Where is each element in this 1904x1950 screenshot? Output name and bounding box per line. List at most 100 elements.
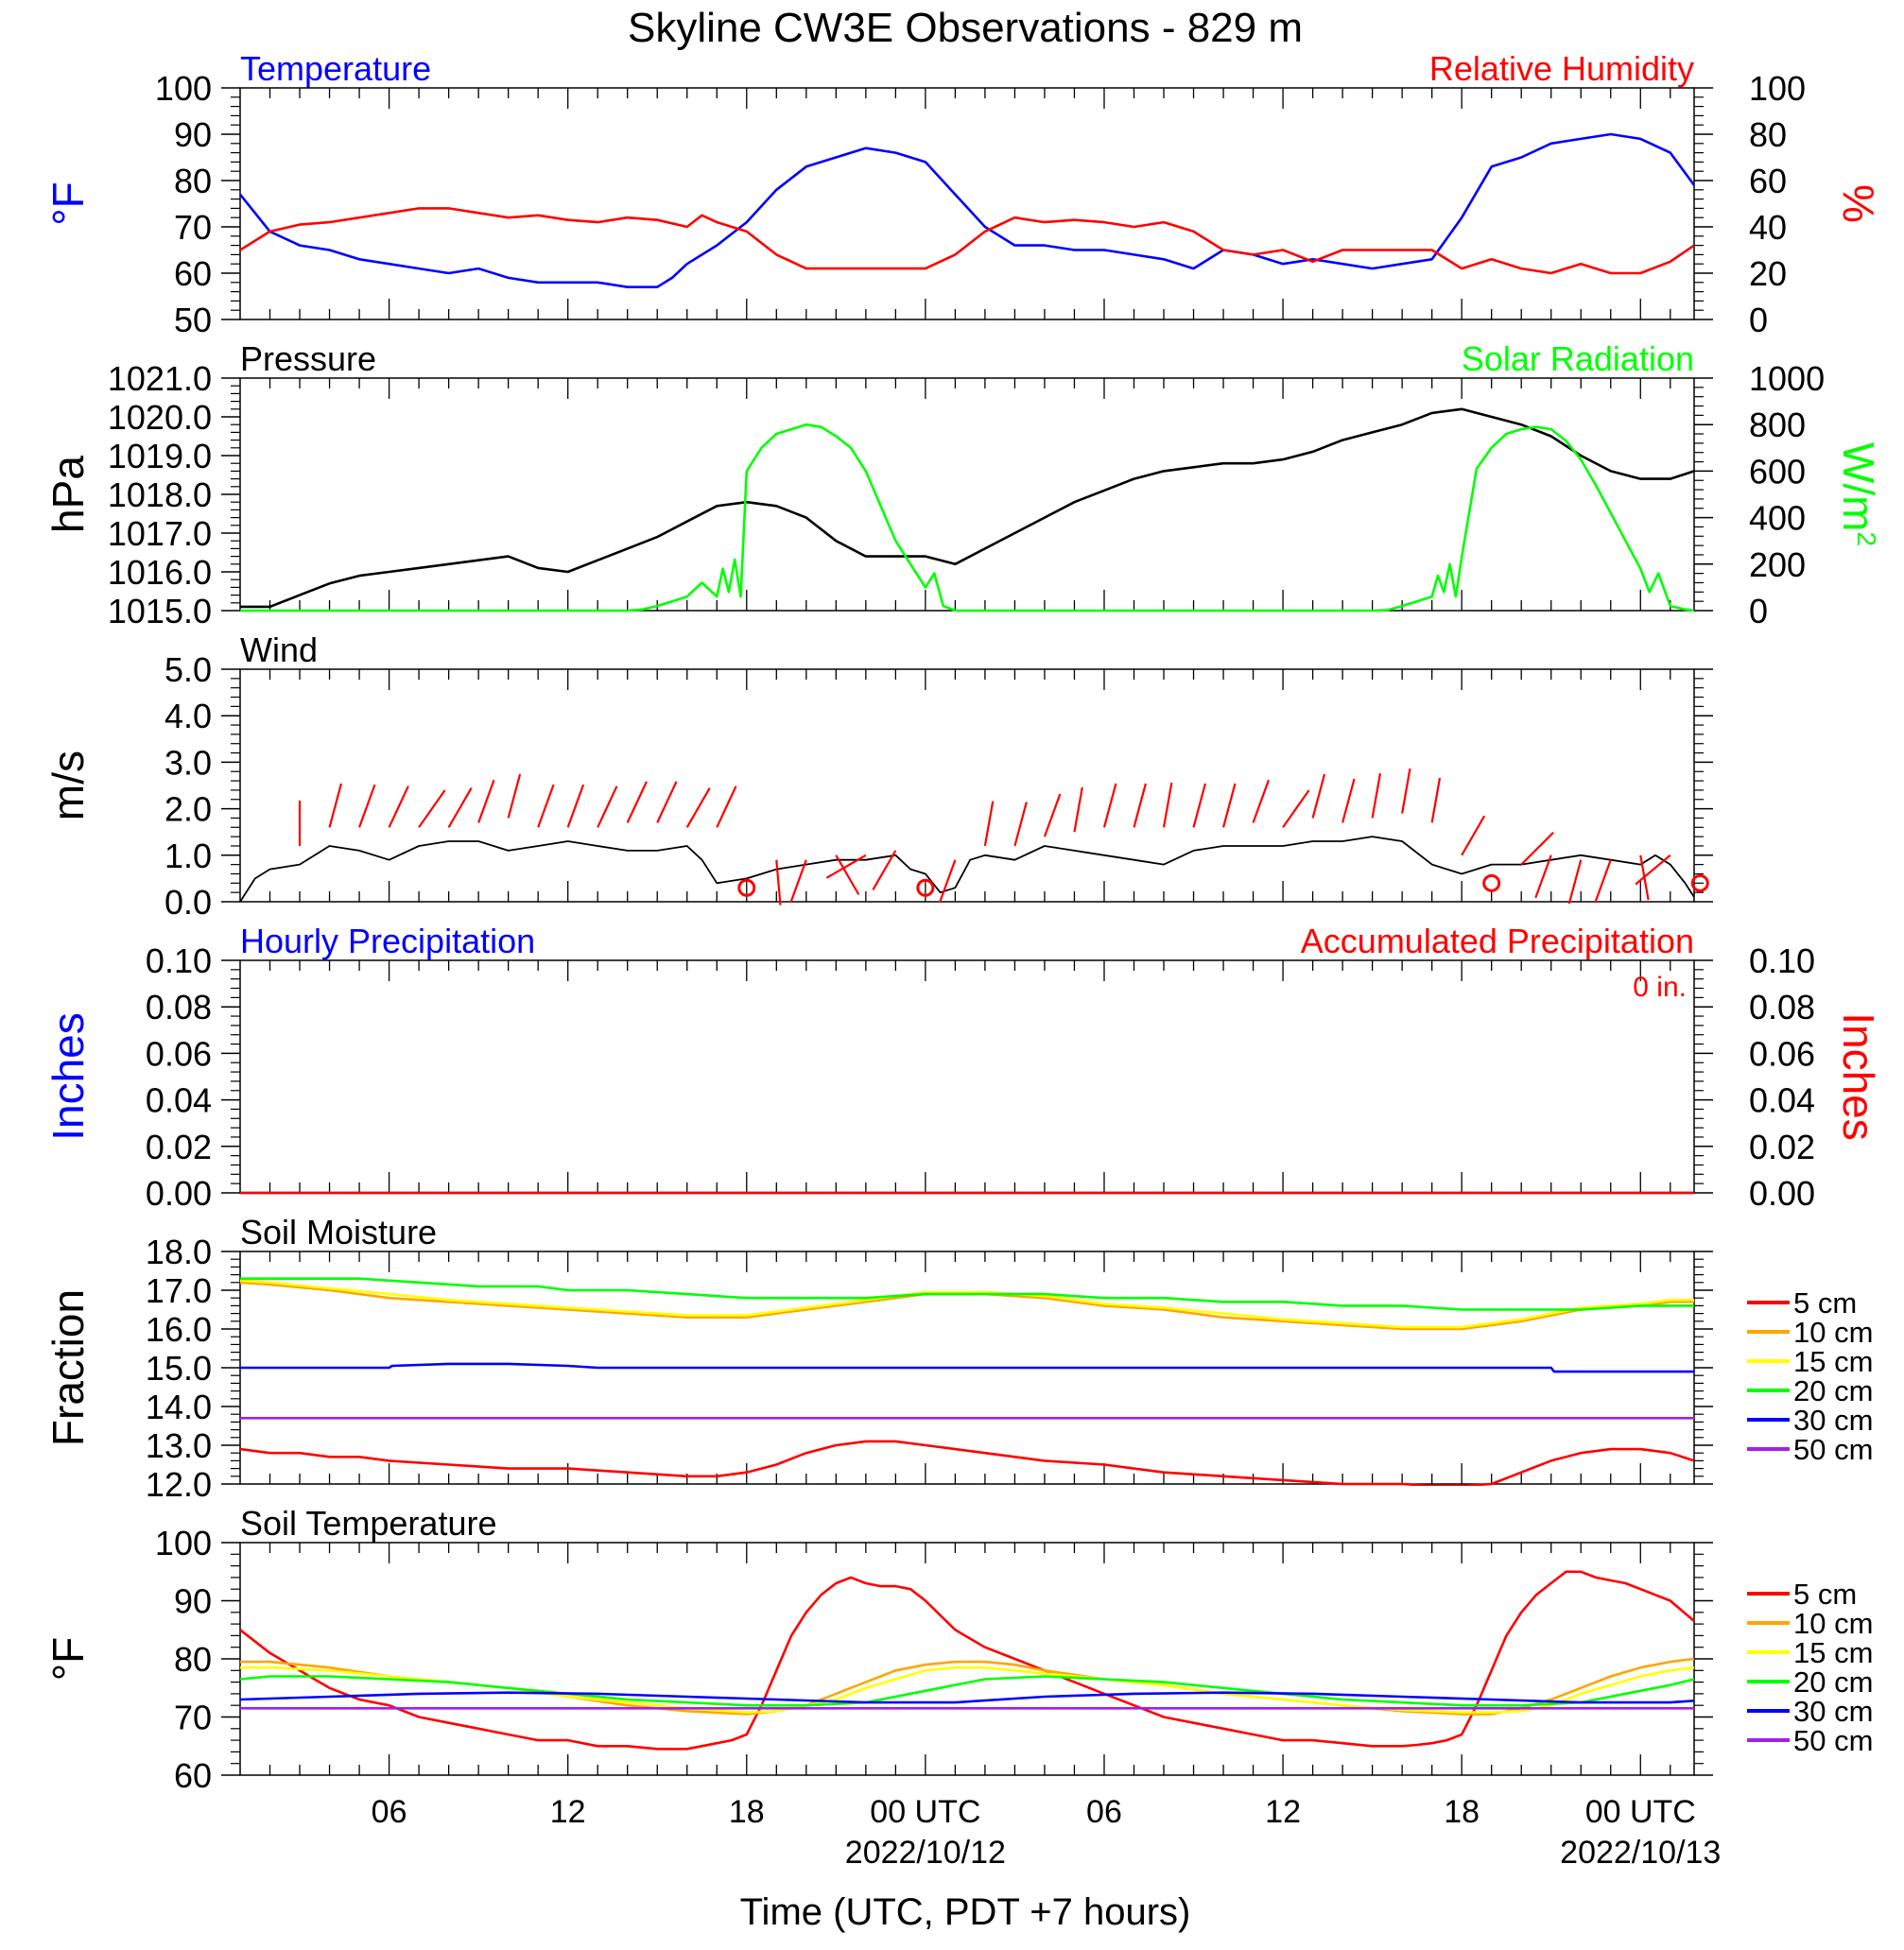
y-tick-label-15-0: 15.0 <box>146 1349 212 1388</box>
y-tick-label-70: 70 <box>174 1699 212 1737</box>
wind-barb <box>775 859 782 906</box>
wind-barb <box>597 785 618 828</box>
y-tick-label-1018-0: 1018.0 <box>108 475 212 514</box>
series-line-solar-radiation <box>240 423 1694 613</box>
wind-barb <box>1133 783 1147 828</box>
wind-barb <box>1221 783 1237 828</box>
x-axis-title: Time (UTC, PDT +7 hours) <box>740 1891 1191 1933</box>
y-tick-label-80: 80 <box>174 162 212 200</box>
series-line-20-cm <box>240 1277 1694 1311</box>
y-right-tick-label-400: 400 <box>1749 499 1806 538</box>
panel-series <box>240 1277 1694 1486</box>
x-date-label-2022-10-13: 2022/10/13 <box>1560 1835 1721 1871</box>
y-right-tick-label-0-00: 0.00 <box>1749 1174 1815 1213</box>
y-tick-label-16-0: 16.0 <box>146 1310 212 1349</box>
panel-title-left: Hourly Precipitation <box>240 922 535 960</box>
panel-frame <box>239 87 1695 320</box>
y-right-tick-label-0-02: 0.02 <box>1749 1128 1815 1166</box>
wind-barb <box>1102 783 1117 828</box>
y-tick-label-1016-0: 1016.0 <box>108 553 212 592</box>
y-tick-label-12-0: 12.0 <box>146 1465 212 1504</box>
y-axis-label-left: °F <box>43 181 93 226</box>
legend-label-50-cm: 50 cm <box>1793 1433 1873 1466</box>
wind-barb <box>566 784 585 828</box>
y-tick-label-80: 80 <box>174 1640 212 1679</box>
wind-barb <box>477 779 495 823</box>
panel-wind: 0.0 1.0 2.0 3.0 4.0 5.0 Wind m/s <box>43 630 1713 922</box>
wind-barb <box>358 784 376 828</box>
wind-barb <box>1192 783 1207 828</box>
y-tick-label-100: 100 <box>155 1524 212 1562</box>
y-axis-label-right: Inches <box>1834 1012 1883 1141</box>
series-line-pressure <box>240 407 1694 609</box>
y-axis-label-left: m/s <box>43 751 93 820</box>
y-axis-label-left: Inches <box>43 1012 93 1141</box>
y-tick-label-2-0: 2.0 <box>164 790 212 829</box>
wind-barb <box>1371 772 1382 819</box>
y-right-tick-label-0-06: 0.06 <box>1749 1034 1815 1073</box>
y-tick-label-3-0: 3.0 <box>164 743 212 782</box>
y-tick-label-5-0: 5.0 <box>164 650 212 689</box>
wind-calm-circle <box>1482 873 1501 892</box>
chart-title: Skyline CW3E Observations - 829 m <box>628 5 1303 51</box>
series-line-wind <box>240 836 1694 903</box>
panel-series <box>240 836 1694 903</box>
series-line-5-cm <box>240 1440 1694 1486</box>
panel-temperature-humidity: 50 60 70 80 90 100 0 20 40 60 80 100 Temperature Rela… <box>43 49 1883 339</box>
x-date-label-2022-10-12: 2022/10/12 <box>845 1835 1006 1871</box>
y-right-tick-label-0: 0 <box>1749 592 1768 630</box>
y-tick-label-13-0: 13.0 <box>146 1426 212 1465</box>
wind-barb <box>388 785 409 828</box>
y-tick-label-50: 50 <box>174 301 212 339</box>
y-right-tick-label-0: 0 <box>1749 301 1768 339</box>
wind-barb <box>1341 778 1356 823</box>
y-axis-label-left: °F <box>43 1637 93 1682</box>
legend-label-30-cm: 30 cm <box>1793 1695 1873 1728</box>
wind-barb <box>716 785 737 828</box>
legend-label-15-cm: 15 cm <box>1793 1345 1873 1378</box>
y-axis-label-left: Fraction <box>43 1289 93 1446</box>
wind-barb <box>1534 854 1552 899</box>
y-axis-label-left: hPa <box>43 456 93 533</box>
legend-label-30-cm: 30 cm <box>1793 1404 1873 1437</box>
panel-title-right: Accumulated Precipitation <box>1301 922 1694 960</box>
series-line-20-cm <box>240 1675 1694 1707</box>
y-tick-label-0-02: 0.02 <box>146 1128 212 1166</box>
panel-annotation: 0 in. <box>1633 972 1687 1003</box>
y-tick-label-60: 60 <box>174 1756 212 1795</box>
y-tick-label-17-0: 17.0 <box>146 1271 212 1310</box>
wind-barb <box>789 859 807 904</box>
wind-barb <box>1430 777 1442 823</box>
wind-barb <box>507 773 522 819</box>
x-tick-label-06: 06 <box>372 1794 407 1830</box>
y-right-tick-label-20: 20 <box>1749 254 1787 293</box>
x-tick-label-06: 06 <box>1086 1794 1122 1830</box>
y-tick-label-1015-0: 1015.0 <box>108 592 212 630</box>
x-tick-label-12: 12 <box>550 1794 586 1830</box>
panel-title-left: Soil Moisture <box>240 1213 437 1251</box>
y-right-tick-label-0-04: 0.04 <box>1749 1081 1815 1120</box>
legend-label-5-cm: 5 cm <box>1793 1286 1857 1320</box>
wind-barb <box>1635 854 1671 886</box>
series-line-10-cm <box>240 1281 1694 1331</box>
y-tick-label-1017-0: 1017.0 <box>108 514 212 553</box>
y-right-tick-label-80: 80 <box>1749 115 1787 154</box>
legend-label-20-cm: 20 cm <box>1793 1665 1873 1699</box>
legend-label-10-cm: 10 cm <box>1793 1316 1873 1349</box>
panel-title-left: Temperature <box>240 49 431 88</box>
panel-series <box>240 132 1694 289</box>
x-tick-label-18: 18 <box>1444 1794 1480 1830</box>
wind-barb <box>685 787 711 828</box>
wind-barb <box>1567 859 1583 905</box>
y-tick-label-1020-0: 1020.0 <box>108 398 212 437</box>
wind-barbs <box>298 768 1709 906</box>
wind-barb <box>835 854 860 895</box>
series-line-temperature <box>240 132 1694 289</box>
x-tick-label-00-utc: 00 UTC <box>1585 1794 1696 1830</box>
wind-barb <box>328 783 343 828</box>
y-tick-label-0-0: 0.0 <box>164 883 212 922</box>
y-axis-label-right: % <box>1834 184 1883 223</box>
y-tick-label-90: 90 <box>174 1582 212 1621</box>
legend-label-15-cm: 15 cm <box>1793 1636 1873 1669</box>
y-right-tick-label-1000: 1000 <box>1749 359 1825 398</box>
